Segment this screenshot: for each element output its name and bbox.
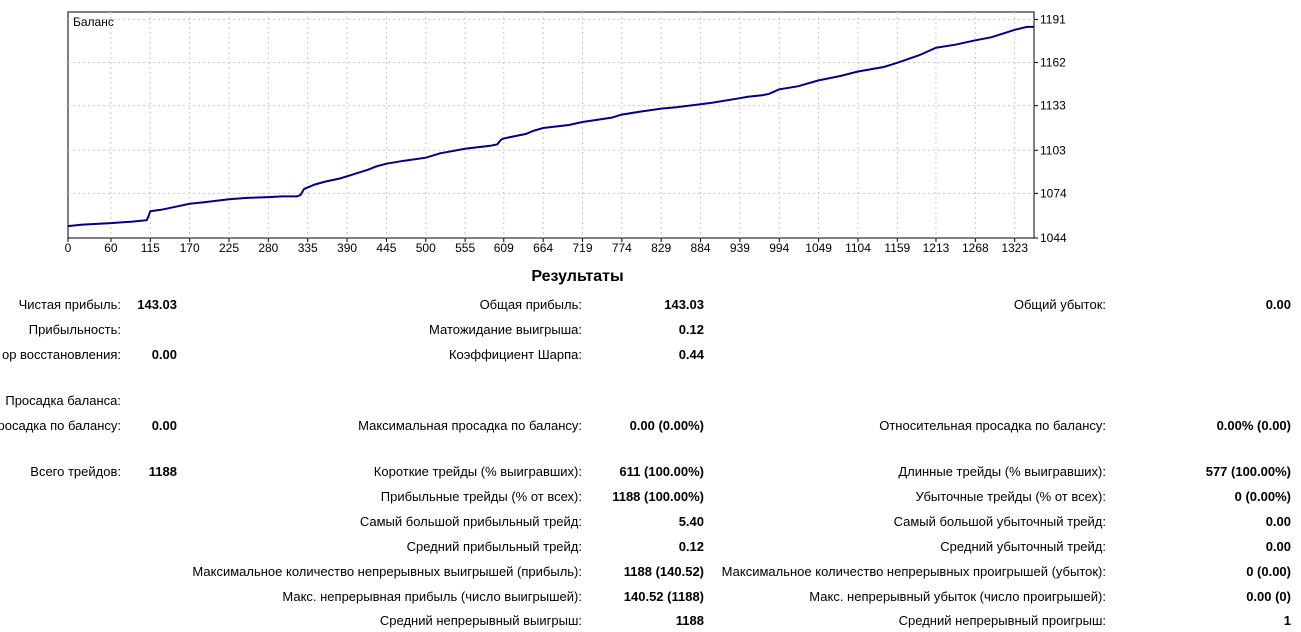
result-label: Максимальное количество непрерывных выиг… — [192, 564, 582, 579]
result-value: 1188 (100.00%) — [612, 489, 704, 504]
result-value: 0.00% (0.00) — [1216, 418, 1291, 433]
result-label: Самый большой прибыльный трейд: — [359, 514, 582, 529]
x-tick-label: 1159 — [884, 241, 910, 255]
result-value: 577 (100.00%) — [1205, 464, 1291, 479]
result-value: 0 (0.00%) — [1234, 489, 1291, 504]
result-label: Матожидание выигрыша: — [429, 322, 582, 337]
result-label: Макс. непрерывный убыток (число проигрыш… — [809, 589, 1106, 604]
y-tick-label: 1191 — [1040, 12, 1066, 26]
result-label: Макс. непрерывная прибыль (число выигрыш… — [282, 589, 582, 604]
result-value: 611 (100.00%) — [619, 464, 704, 479]
x-tick-label: 1049 — [805, 241, 832, 255]
y-tick-label: 1162 — [1040, 56, 1066, 70]
result-label: Длинные трейды (% выигравших): — [898, 464, 1106, 479]
x-tick-label: 335 — [298, 241, 318, 255]
result-value: 0.44 — [678, 347, 704, 362]
y-tick-label: 1074 — [1040, 186, 1067, 200]
result-label: Короткие трейды (% выигравших): — [373, 464, 582, 479]
y-tick-label: 1044 — [1040, 231, 1067, 245]
result-value: 1 — [1283, 613, 1291, 628]
result-label: Средний непрерывный выигрыш: — [379, 613, 582, 628]
result-value: 0.00 — [1265, 539, 1291, 554]
plot-frame — [67, 11, 1035, 239]
x-tick-label: 939 — [730, 241, 750, 255]
result-label: Средний прибыльный трейд: — [406, 539, 582, 554]
chart-title: Баланс — [73, 15, 114, 29]
x-tick-label: 1104 — [845, 241, 871, 255]
x-tick-label: 225 — [219, 241, 239, 255]
x-tick-label: 390 — [337, 241, 357, 255]
x-tick-label: 0 — [65, 241, 72, 255]
x-tick-label: 719 — [572, 241, 592, 255]
x-tick-label: 500 — [416, 241, 436, 255]
result-label: Максимальная просадка по балансу: — [358, 418, 582, 433]
result-label: Общий убыток: — [1013, 297, 1106, 312]
result-label: росадка по балансу: — [0, 418, 121, 433]
result-label: Чистая прибыль: — [18, 297, 121, 312]
result-label: Самый большой убыточный трейд: — [893, 514, 1106, 529]
x-tick-label: 1323 — [1001, 241, 1028, 255]
x-tick-label: 1268 — [962, 241, 989, 255]
result-value: 0.12 — [678, 539, 704, 554]
x-tick-label: 280 — [258, 241, 278, 255]
result-label: ор восстановления: — [1, 347, 121, 362]
result-label: Относительная просадка по балансу: — [879, 418, 1106, 433]
result-label: Средний непрерывный проигрыш: — [898, 613, 1106, 628]
x-tick-label: 609 — [494, 241, 514, 255]
result-value: 5.40 — [678, 514, 704, 529]
result-value: 0.00 (0) — [1246, 589, 1291, 604]
result-label: Средний убыточный трейд: — [940, 539, 1106, 554]
result-value: 0.00 — [151, 347, 177, 362]
result-value: 0.00 — [1265, 297, 1291, 312]
y-tick-label: 1103 — [1040, 143, 1066, 157]
x-tick-label: 115 — [141, 241, 160, 255]
x-tick-label: 994 — [769, 241, 789, 255]
x-tick-label: 60 — [104, 241, 118, 255]
result-value: 0.00 — [151, 418, 177, 433]
result-value: 0.12 — [678, 322, 704, 337]
y-tick-label: 1133 — [1040, 99, 1066, 113]
result-value: 1188 — [675, 613, 704, 628]
balance-chart-svg: 0 60 115 170 225 280 335 390 445 500 555 609 664 719 7… — [65, 11, 1067, 255]
result-label: Прибыльные трейды (% от всех): — [380, 489, 582, 504]
result-label: Просадка баланса: — [5, 393, 121, 408]
result-value: 143.03 — [137, 297, 177, 312]
result-label: Всего трейдов: — [30, 464, 121, 479]
x-tick-label: 170 — [180, 241, 200, 255]
x-tick-label: 774 — [612, 241, 632, 255]
result-value: 0 (0.00) — [1246, 564, 1291, 579]
x-tick-label: 445 — [376, 241, 396, 255]
balance-line — [67, 25, 1034, 228]
result-label: Прибыльность: — [28, 322, 121, 337]
result-label: Убыточные трейды (% от всех): — [915, 489, 1106, 504]
x-tick-label: 884 — [691, 241, 711, 255]
result-value: 0.00 (0.00%) — [629, 418, 704, 433]
result-label: Коэффициент Шарпа: — [448, 347, 582, 362]
result-value: 1188 (140.52) — [623, 564, 704, 579]
result-value: 0.00 — [1265, 514, 1291, 529]
x-tick-label: 664 — [533, 241, 553, 255]
result-value: 143.03 — [664, 297, 704, 312]
result-label: Общая прибыль: — [479, 297, 582, 312]
x-tick-label: 555 — [455, 241, 475, 255]
x-tick-label: 829 — [651, 241, 671, 255]
results-title: Результаты — [531, 268, 624, 285]
balance-chart: 0 60 115 170 225 280 335 390 445 500 555 609 664 719 7… — [0, 0, 1301, 262]
result-value: 140.52 (1188) — [623, 589, 704, 604]
result-value: 1188 — [148, 464, 177, 479]
result-label: Максимальное количество непрерывных прои… — [721, 564, 1106, 579]
x-tick-label: 1213 — [923, 241, 950, 255]
